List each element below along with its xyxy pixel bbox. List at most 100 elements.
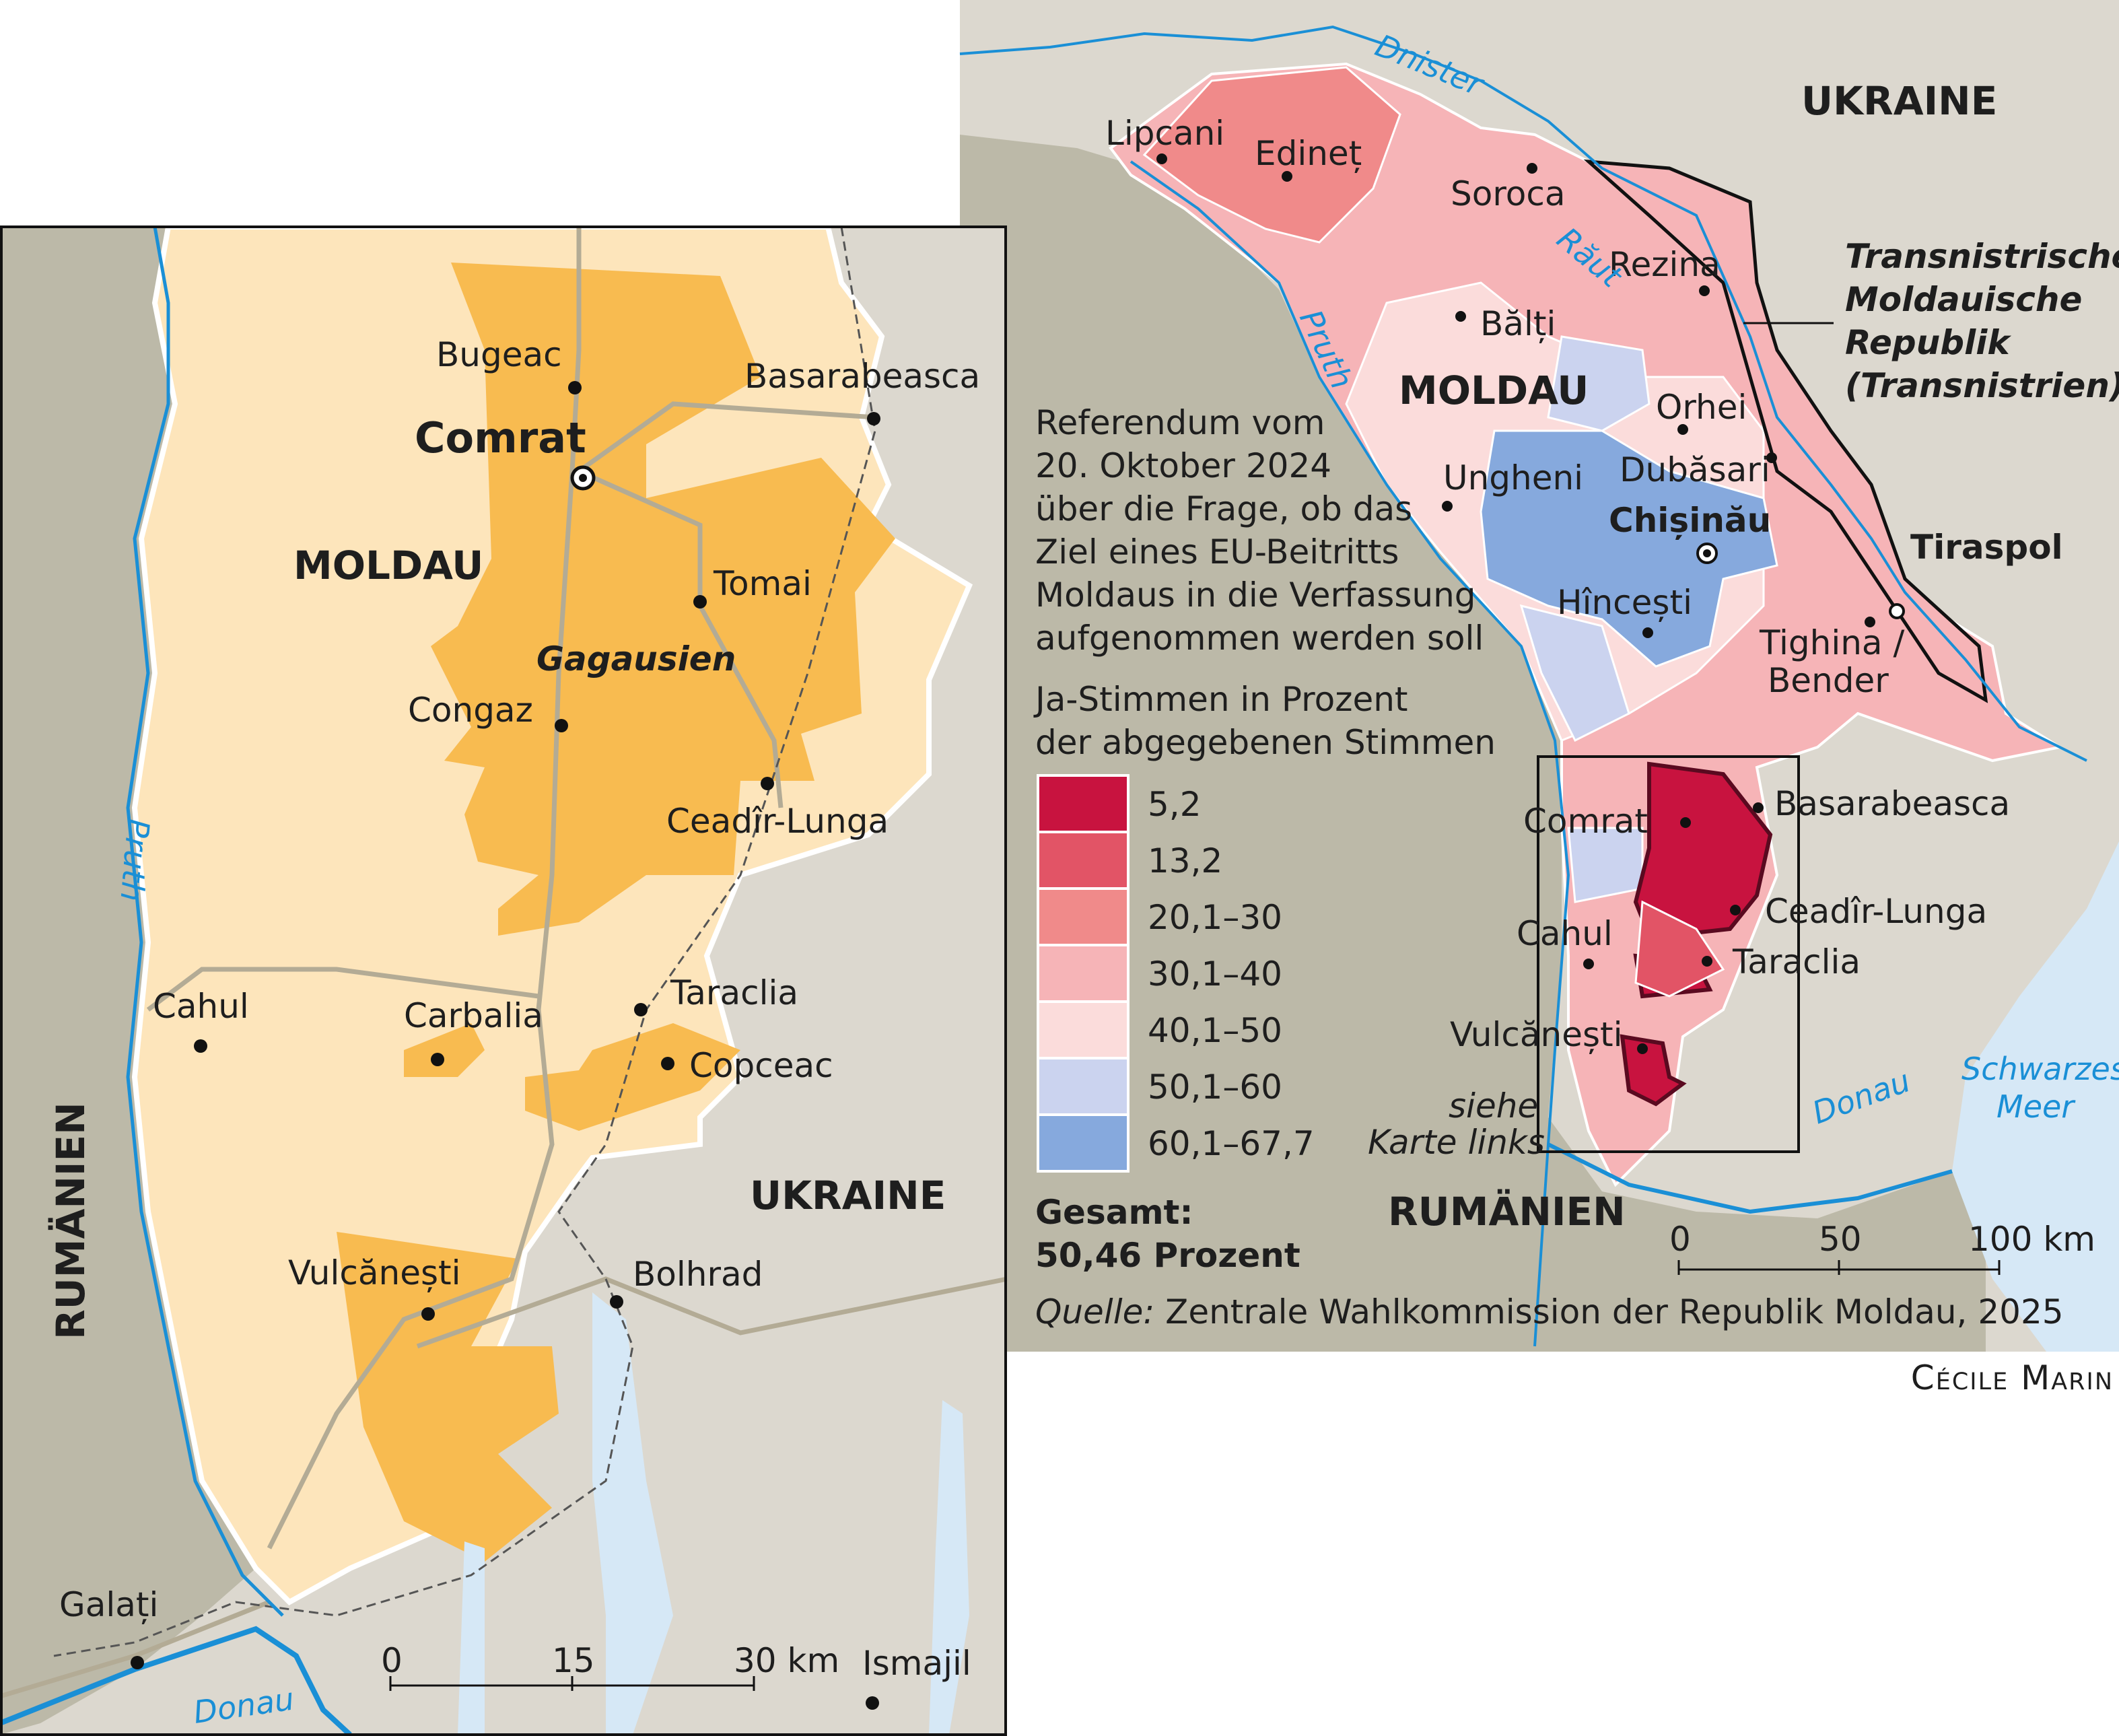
detail-area-frame bbox=[1537, 755, 1800, 1153]
sea-label-1: Schwarzes bbox=[1961, 1051, 2119, 1087]
region-north-dark bbox=[1142, 66, 1401, 244]
svg-text:Comrat: Comrat bbox=[1523, 802, 1648, 841]
legend-swatch bbox=[1037, 944, 1130, 1003]
black-sea bbox=[1952, 841, 2119, 1352]
sea-label-2: Meer bbox=[1996, 1088, 2076, 1125]
svg-text:Ceadîr-Lunga: Ceadîr-Lunga bbox=[1765, 892, 1987, 931]
svg-text:Bender: Bender bbox=[1768, 661, 1889, 700]
detail-city-labels: Bugeac Comrat Basarabeasca Tomai Congaz … bbox=[59, 335, 980, 1683]
legend-title: Referendum vom 20. Oktober 2024 über die… bbox=[1033, 403, 1496, 762]
transnistria-label: Transnistrische Moldauische Republik (Tr… bbox=[1845, 237, 2119, 405]
region-label-gagauzia: Gagausien bbox=[536, 639, 736, 679]
legend-total-label: Gesamt: bbox=[1035, 1193, 1193, 1232]
legend-total-value: 50,46 Prozent bbox=[1035, 1236, 1300, 1275]
legend-class-label: 40,1–50 bbox=[1148, 1011, 1282, 1050]
svg-text:Soroca: Soroca bbox=[1451, 174, 1566, 213]
overview-city-dots bbox=[1156, 153, 1875, 1054]
svg-text:Congaz: Congaz bbox=[408, 691, 533, 730]
svg-text:Galați: Galați bbox=[59, 1585, 158, 1624]
svg-text:Ungheni: Ungheni bbox=[1443, 458, 1583, 497]
svg-text:Ja-Stimmen in Prozent: Ja-Stimmen in Prozent bbox=[1033, 680, 1408, 719]
comrat-capital-dot bbox=[579, 474, 587, 482]
svg-text:Hîncești: Hîncești bbox=[1557, 583, 1692, 622]
svg-text:Ceadîr-Lunga: Ceadîr-Lunga bbox=[666, 802, 889, 841]
svg-text:Transnistrische: Transnistrische bbox=[1845, 237, 2119, 276]
gagauzia-carbalia bbox=[404, 1023, 485, 1077]
overview-scale-50: 50 bbox=[1819, 1220, 1862, 1259]
overview-city-labels: Lipcani Edineț Soroca Rezina Bălți Orhei… bbox=[1105, 114, 2063, 1054]
svg-text:Chișinău: Chișinău bbox=[1609, 501, 1771, 540]
detail-country-ukraine: UKRAINE bbox=[750, 1173, 946, 1218]
svg-text:Moldaus in die Verfassung: Moldaus in die Verfassung bbox=[1035, 576, 1476, 615]
legend-class-label: 5,2 bbox=[1148, 785, 1202, 824]
gagauzia-copceac bbox=[525, 1023, 740, 1131]
legend-class-label: 60,1–67,7 bbox=[1148, 1124, 1315, 1163]
country-label-romania: RUMÄNIEN bbox=[1388, 1188, 1626, 1235]
detail-country-moldau: MOLDAU bbox=[293, 543, 483, 588]
overview-map: UKRAINE MOLDAU RUMÄNIEN Transnistrische … bbox=[959, 0, 2119, 1352]
detail-country-romania: RUMÄNIEN bbox=[47, 1102, 94, 1340]
detail-frame bbox=[0, 225, 1007, 1736]
svg-text:Edineț: Edineț bbox=[1255, 134, 1362, 173]
legend-swatch bbox=[1037, 831, 1130, 890]
see-left-map-note-1: siehe bbox=[1449, 1086, 1538, 1125]
svg-text:Basarabeasca: Basarabeasca bbox=[1774, 784, 2010, 823]
detail-scale-bar bbox=[389, 1676, 755, 1691]
region-chisinau-blue bbox=[1480, 429, 1778, 668]
svg-text:20. Oktober 2024: 20. Oktober 2024 bbox=[1035, 446, 1331, 485]
legend-class-label: 13,2 bbox=[1148, 841, 1222, 880]
chisinau-capital-dot bbox=[1703, 549, 1711, 557]
svg-text:Moldauische: Moldauische bbox=[1845, 280, 2082, 319]
svg-text:Comrat: Comrat bbox=[415, 413, 586, 462]
svg-text:Cahul: Cahul bbox=[1517, 914, 1613, 953]
river-label-pruth-detail: Pruth bbox=[113, 817, 157, 903]
svg-text:Carbalia: Carbalia bbox=[404, 996, 543, 1035]
svg-text:Cahul: Cahul bbox=[153, 987, 249, 1026]
svg-text:Referendum vom: Referendum vom bbox=[1035, 403, 1325, 442]
legend-swatch bbox=[1037, 1000, 1130, 1060]
svg-text:(Transnistrien): (Transnistrien) bbox=[1845, 366, 2119, 405]
svg-text:Bugeac: Bugeac bbox=[436, 335, 562, 374]
svg-text:Basarabeasca: Basarabeasca bbox=[744, 357, 980, 396]
svg-text:Republik: Republik bbox=[1845, 323, 2011, 362]
svg-text:Bolhrad: Bolhrad bbox=[633, 1255, 763, 1294]
white-gap bbox=[960, 1352, 2119, 1736]
river-donau-overview bbox=[1547, 1142, 1953, 1214]
svg-text:Tiraspol: Tiraspol bbox=[1910, 528, 2063, 567]
svg-text:Rezina: Rezina bbox=[1609, 245, 1721, 284]
country-label-ukraine: UKRAINE bbox=[1801, 78, 1997, 124]
overview-scale-bar bbox=[1677, 1260, 2001, 1275]
legend-swatch bbox=[1037, 887, 1130, 946]
svg-text:über die Frage, ob das: über die Frage, ob das bbox=[1035, 489, 1412, 528]
detail-scale-0: 0 bbox=[381, 1641, 403, 1680]
legend-swatch bbox=[1037, 1057, 1130, 1116]
river-donau-detail bbox=[0, 1626, 352, 1736]
svg-text:Taraclia: Taraclia bbox=[670, 973, 798, 1012]
see-left-map-note-2: Karte links bbox=[1368, 1123, 1545, 1162]
svg-text:Vulcănești: Vulcănești bbox=[288, 1253, 461, 1292]
svg-text:Ismajil: Ismajil bbox=[862, 1644, 971, 1683]
svg-text:Vulcănești: Vulcănești bbox=[1450, 1015, 1623, 1054]
river-pruth-detail bbox=[126, 226, 284, 1617]
legend-swatch bbox=[1037, 774, 1130, 833]
river-pruth-overview bbox=[1130, 160, 1570, 1347]
svg-text:der abgegebenen Stimmen: der abgegebenen Stimmen bbox=[1035, 723, 1496, 762]
source-line: Quelle: Zentrale Wahlkommission der Repu… bbox=[1035, 1292, 2064, 1331]
overview-scale-0: 0 bbox=[1669, 1220, 1691, 1259]
river-dnister-overview bbox=[959, 25, 2087, 762]
detail-scale-15: 15 bbox=[552, 1641, 595, 1680]
gagauzia-vulcanesti bbox=[337, 1232, 559, 1562]
svg-text:Orhei: Orhei bbox=[1656, 388, 1747, 427]
tiraspol-marker bbox=[1889, 603, 1905, 619]
detail-romania-area bbox=[0, 227, 256, 1735]
detail-map: MOLDAU UKRAINE RUMÄNIEN Gagausien Bugeac… bbox=[0, 224, 1008, 1736]
svg-text:Bălți: Bălți bbox=[1480, 304, 1556, 343]
legend-swatch bbox=[1037, 1113, 1130, 1173]
svg-text:Tighina /: Tighina / bbox=[1759, 623, 1904, 662]
detail-railway bbox=[53, 226, 876, 1657]
svg-text:Dubăsari: Dubăsari bbox=[1620, 450, 1770, 489]
detail-scale-30: 30 km bbox=[734, 1641, 839, 1680]
legend-class-label: 30,1–40 bbox=[1148, 954, 1282, 994]
svg-text:aufgenommen werden soll: aufgenommen werden soll bbox=[1035, 619, 1484, 658]
